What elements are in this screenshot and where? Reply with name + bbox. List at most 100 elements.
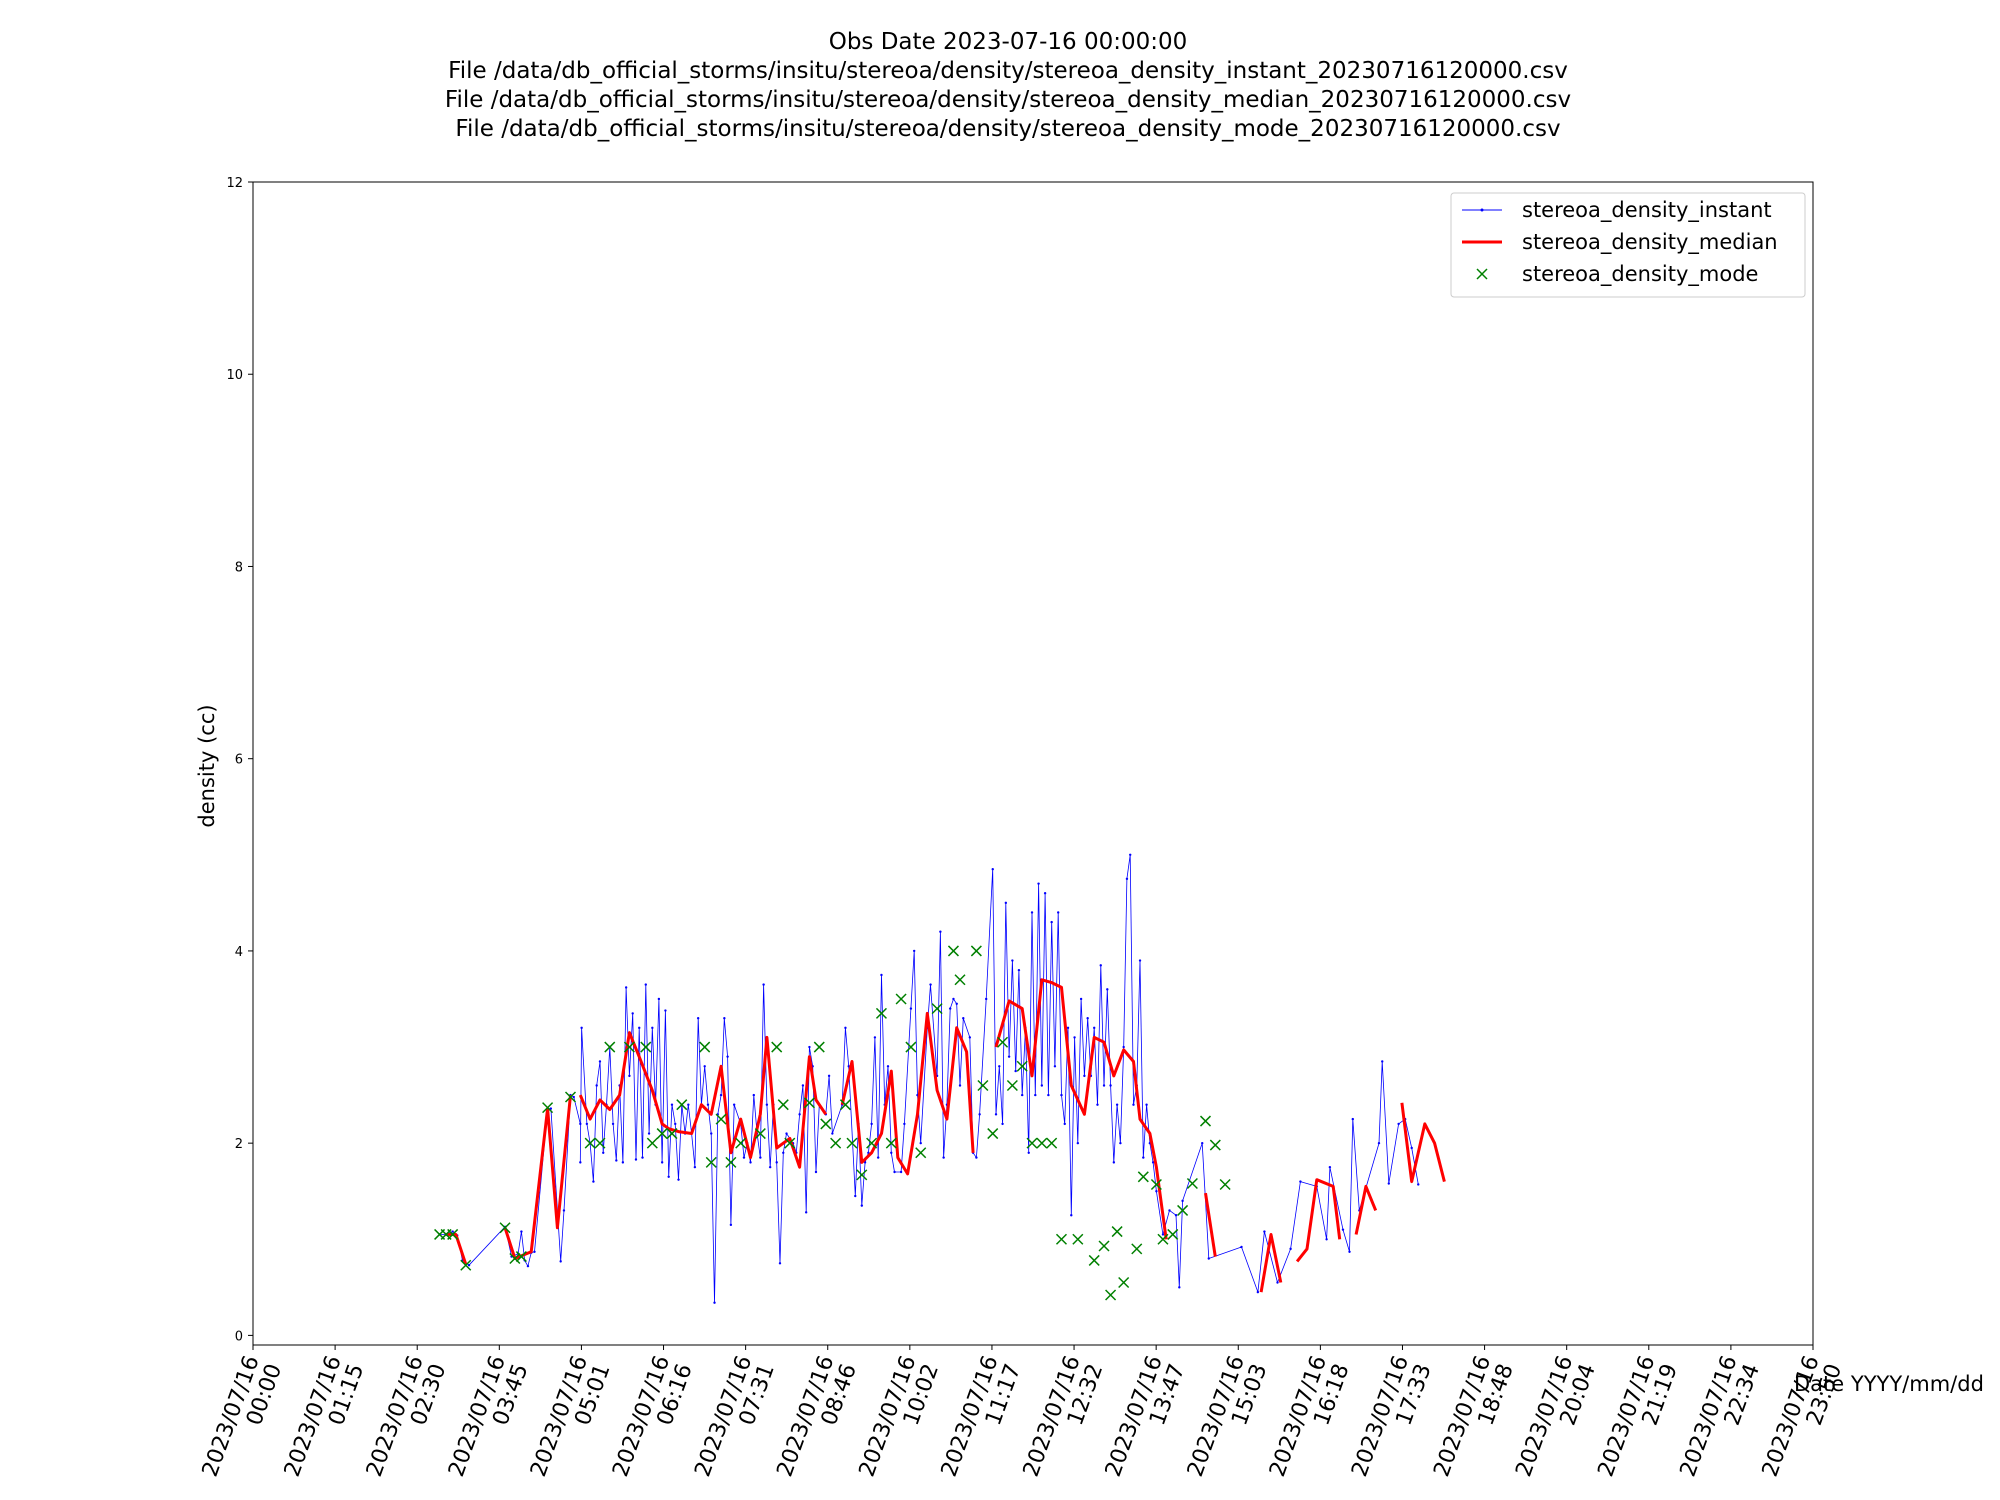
stereoa-density-mode-marker [1177, 1204, 1189, 1216]
stereoa-density-instant-point [1263, 1230, 1266, 1233]
stereoa-density-median-line [994, 978, 1168, 1240]
stereoa-density-instant-point [1037, 882, 1040, 885]
stereoa-density-mode-marker [1072, 1233, 1084, 1245]
x-tick-label: 2023/07/1603:45 [444, 1353, 533, 1489]
stereoa-density-mode-marker [1006, 1079, 1018, 1092]
stereoa-density-mode-marker [1016, 1060, 1028, 1072]
stereoa-density-instant-point [939, 930, 942, 933]
stereoa-density-instant-point [1079, 997, 1083, 1001]
stereoa-density-mode-marker [1209, 1139, 1221, 1151]
stereoa-density-instant-point [827, 1074, 831, 1078]
x-axis-label: Date YYYY/mm/dd [1794, 1372, 1984, 1396]
stereoa-density-mode-marker [1098, 1240, 1110, 1252]
stereoa-density-instant-point [621, 1161, 625, 1164]
stereoa-density-instant-point [602, 1151, 605, 1154]
stereoa-density-instant-point [1410, 1146, 1413, 1150]
title-line-instant-file: File /data/db_official_storms/insitu/ste… [448, 58, 1568, 84]
stereoa-density-mode-marker [623, 1041, 635, 1053]
x-tick-label: 2023/07/1608:46 [773, 1353, 862, 1489]
stereoa-density-instant-point [644, 983, 647, 986]
stereoa-density-instant-point [1201, 1141, 1204, 1145]
stereoa-density-instant-point [948, 1007, 952, 1010]
stereoa-density-instant-point [1017, 968, 1021, 972]
stereoa-density-instant-point [749, 1161, 752, 1164]
stereoa-density-mode-marker [1186, 1177, 1198, 1190]
stereoa-density-instant-point [762, 983, 765, 986]
stereoa-density-mode-marker [699, 1041, 711, 1053]
stereoa-density-mode-marker [1118, 1276, 1130, 1289]
stereoa-density-instant-point [624, 986, 628, 989]
legend: stereoa_density_instant stereoa_density_… [1450, 192, 1806, 298]
stereoa-density-instant-point [860, 1204, 864, 1207]
stereoa-density-mode-marker [931, 1003, 943, 1015]
stereoa-density-instant-point [801, 1084, 805, 1087]
y-tick-label: 10 [226, 368, 243, 383]
stereoa-density-mode-marker [594, 1137, 606, 1149]
stereoa-density-instant-point [687, 1103, 690, 1106]
stereoa-density-instant-point [782, 1151, 785, 1154]
stereoa-density-mode-marker [954, 974, 966, 986]
stereoa-density-instant-point [660, 1161, 664, 1164]
stereoa-density-mode-marker [856, 1169, 868, 1181]
stereoa-density-instant-point [886, 1065, 890, 1068]
stereoa-density-instant-point [1011, 959, 1014, 962]
stereoa-density-median-line [446, 1233, 468, 1265]
title-line-obs-date: Obs Date 2023-07-16 00:00:00 [829, 29, 1188, 55]
x-tick-label: 2023/07/1602:30 [362, 1353, 451, 1489]
stereoa-density-mode-marker [970, 945, 982, 957]
stereoa-density-instant-point [998, 1065, 1001, 1068]
stereoa-density-instant-point [1112, 1161, 1116, 1164]
stereoa-density-mode-marker [509, 1252, 521, 1265]
stereoa-density-instant-point [549, 1107, 553, 1110]
stereoa-density-mode-marker [1055, 1233, 1068, 1245]
stereoa-density-mode-marker [604, 1041, 616, 1053]
stereoa-density-instant-point [1014, 1069, 1017, 1073]
stereoa-density-instant-point [580, 1026, 583, 1030]
stereoa-density-instant-point [752, 1093, 755, 1097]
stereoa-density-instant-point [1397, 1122, 1400, 1126]
stereoa-density-instant-point [1066, 1026, 1070, 1030]
stereoa-density-instant-point [1299, 1180, 1302, 1183]
stereoa-density-instant-point [726, 1055, 729, 1058]
stereoa-density-instant-point [876, 1156, 880, 1159]
stereoa-density-instant-point [870, 1122, 873, 1126]
x-tick-label: 2023/07/1617:33 [1347, 1353, 1436, 1489]
stereoa-density-instant-point [778, 1262, 782, 1265]
stereoa-density-instant-point [729, 1223, 733, 1227]
stereoa-density-instant-point [1145, 1103, 1148, 1106]
stereoa-density-instant-point [1207, 1257, 1210, 1260]
stereoa-density-instant-point [873, 1036, 877, 1039]
stereoa-density-mode-marker [754, 1128, 766, 1140]
x-tick-label: 2023/07/1601:15 [280, 1353, 369, 1489]
stereoa-density-instant-point [1070, 1214, 1073, 1217]
stereoa-density-instant-point [1073, 1036, 1076, 1039]
legend-mode-label: stereoa_density_mode [1522, 262, 1758, 287]
stereoa-density-mode-marker [640, 1041, 652, 1053]
stereoa-density-mode-marker [977, 1079, 989, 1092]
stereoa-density-median-line [1204, 1192, 1217, 1257]
stereoa-density-mode-marker [735, 1137, 747, 1149]
y-tick-label: 12 [226, 176, 243, 191]
stereoa-density-mode-marker [542, 1102, 554, 1114]
stereoa-density-instant-point [1027, 1151, 1030, 1154]
stereoa-density-instant-point [693, 1165, 697, 1169]
stereoa-density-instant-point [1119, 1141, 1122, 1145]
stereoa-density-mode-marker [715, 1113, 727, 1125]
stereoa-density-mode-marker [676, 1099, 688, 1111]
stereoa-density-median-line [1400, 1102, 1446, 1184]
stereoa-density-instant-point [1115, 1103, 1119, 1106]
y-tick-label: 6 [235, 753, 243, 768]
x-tick-label: 2023/07/1611:17 [937, 1353, 1026, 1489]
y-tick-label: 0 [235, 1329, 243, 1344]
stereoa-density-instant-point [831, 1132, 834, 1135]
stereoa-density-mode-marker [725, 1156, 737, 1168]
stereoa-density-instant-point [1155, 1190, 1158, 1193]
stereoa-density-instant-point [562, 1209, 566, 1212]
stereoa-density-instant-point [1240, 1245, 1243, 1249]
chart-title: Obs Date 2023-07-16 00:00:00 File /data/… [445, 29, 1571, 142]
stereoa-density-instant-point [1174, 1214, 1178, 1217]
stereoa-density-mode-marker [1150, 1178, 1162, 1191]
x-tick-label: 2023/07/1612:32 [1019, 1353, 1108, 1489]
stereoa-density-instant-point [1102, 1084, 1106, 1087]
stereoa-density-instant-point [1030, 911, 1034, 914]
